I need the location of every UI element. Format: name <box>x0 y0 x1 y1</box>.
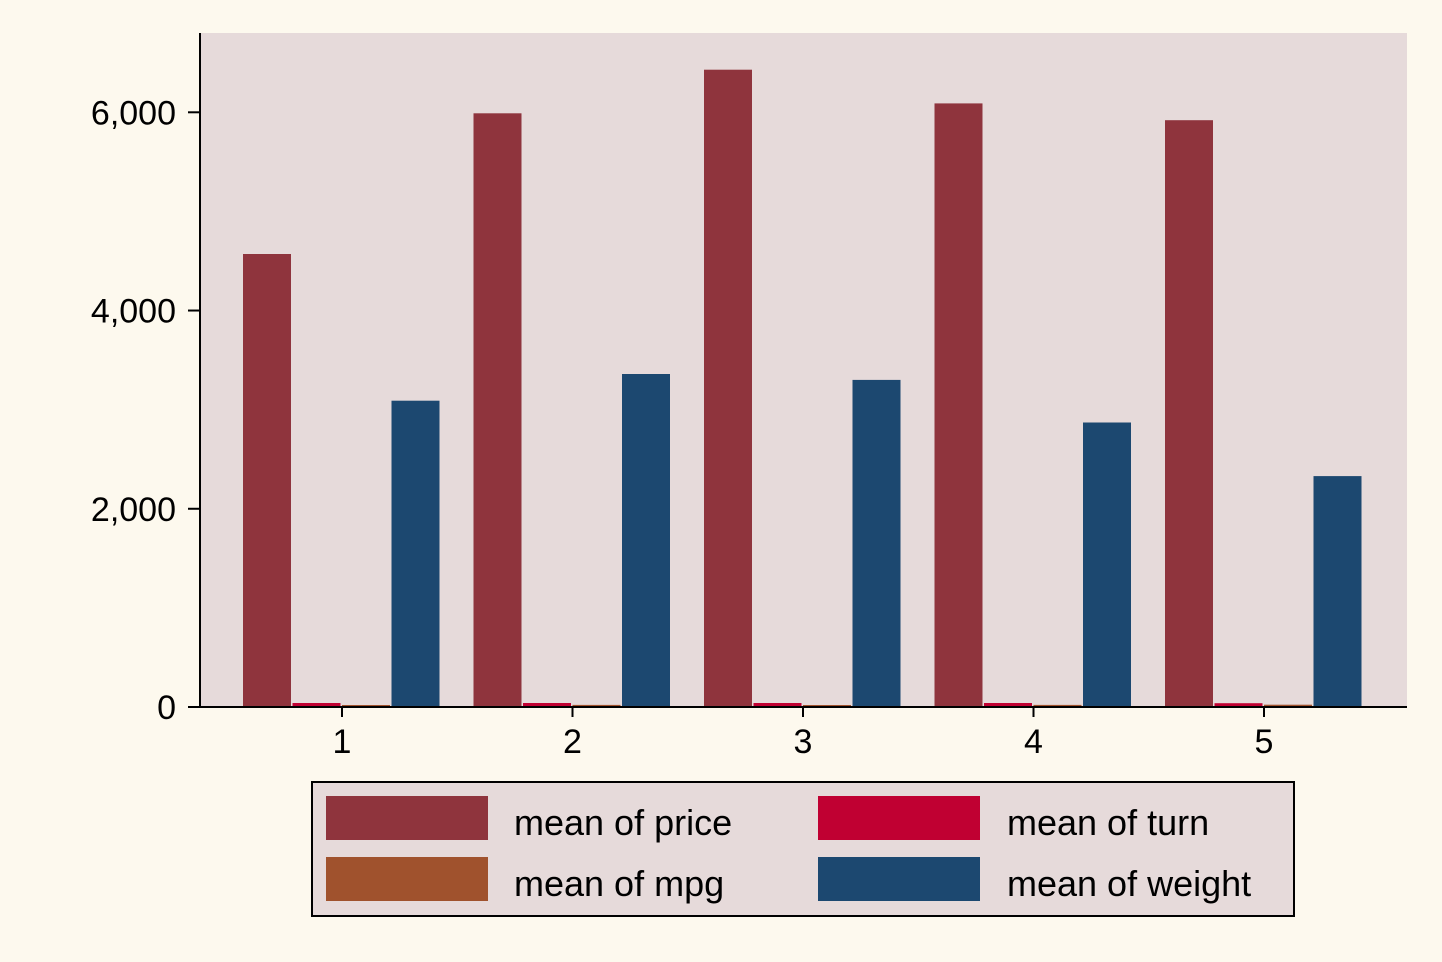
y-tick-label: 6,000 <box>91 94 176 132</box>
y-tick-label: 4,000 <box>91 293 176 331</box>
bar-mean-of-turn-4 <box>984 703 1032 707</box>
bar-mean-of-weight-1 <box>391 400 440 707</box>
y-ticks-group: 0 2,000 4,000 6,000 <box>91 94 200 727</box>
legend-label-price: mean of price <box>514 802 732 843</box>
bar-mean-of-weight-4 <box>1083 422 1131 707</box>
x-tick-label: 5 <box>1255 723 1274 761</box>
bar-mean-of-turn-5 <box>1214 703 1263 707</box>
y-tick-label: 2,000 <box>91 491 176 529</box>
legend-label-turn: mean of turn <box>1007 802 1209 843</box>
bar-mean-of-mpg-4 <box>1033 704 1082 707</box>
bar-mean-of-price-2 <box>473 113 522 708</box>
legend: mean of price mean of turn mean of mpg m… <box>311 781 1295 917</box>
bar-mean-of-price-5 <box>1165 120 1213 707</box>
legend-swatch-turn <box>818 796 980 840</box>
x-tick-label: 2 <box>563 723 582 761</box>
y-tick-label: 0 <box>157 689 176 727</box>
legend-swatch-mpg <box>326 857 488 901</box>
bar-mean-of-turn-1 <box>292 703 341 707</box>
bar-mean-of-mpg-5 <box>1264 704 1312 707</box>
bars-group <box>243 69 1362 708</box>
legend-label-mpg: mean of mpg <box>514 863 724 904</box>
bar-mean-of-turn-2 <box>523 703 571 707</box>
x-ticks-group: 1 2 3 4 5 <box>333 707 1274 761</box>
x-tick-label: 3 <box>794 723 813 761</box>
x-tick-label: 1 <box>333 723 352 761</box>
bar-mean-of-mpg-2 <box>572 704 621 707</box>
bar-mean-of-weight-2 <box>622 374 670 707</box>
bar-mean-of-turn-3 <box>753 703 802 707</box>
legend-swatch-price <box>326 796 488 840</box>
bar-mean-of-price-4 <box>934 103 983 707</box>
legend-swatch-weight <box>818 857 980 901</box>
bar-mean-of-weight-5 <box>1313 476 1362 707</box>
bar-mean-of-weight-3 <box>852 379 901 707</box>
bar-mean-of-price-3 <box>704 69 752 707</box>
bar-mean-of-price-1 <box>243 254 291 707</box>
legend-label-weight: mean of weight <box>1007 863 1251 904</box>
x-tick-label: 4 <box>1024 723 1043 761</box>
plot-area <box>200 33 1407 707</box>
